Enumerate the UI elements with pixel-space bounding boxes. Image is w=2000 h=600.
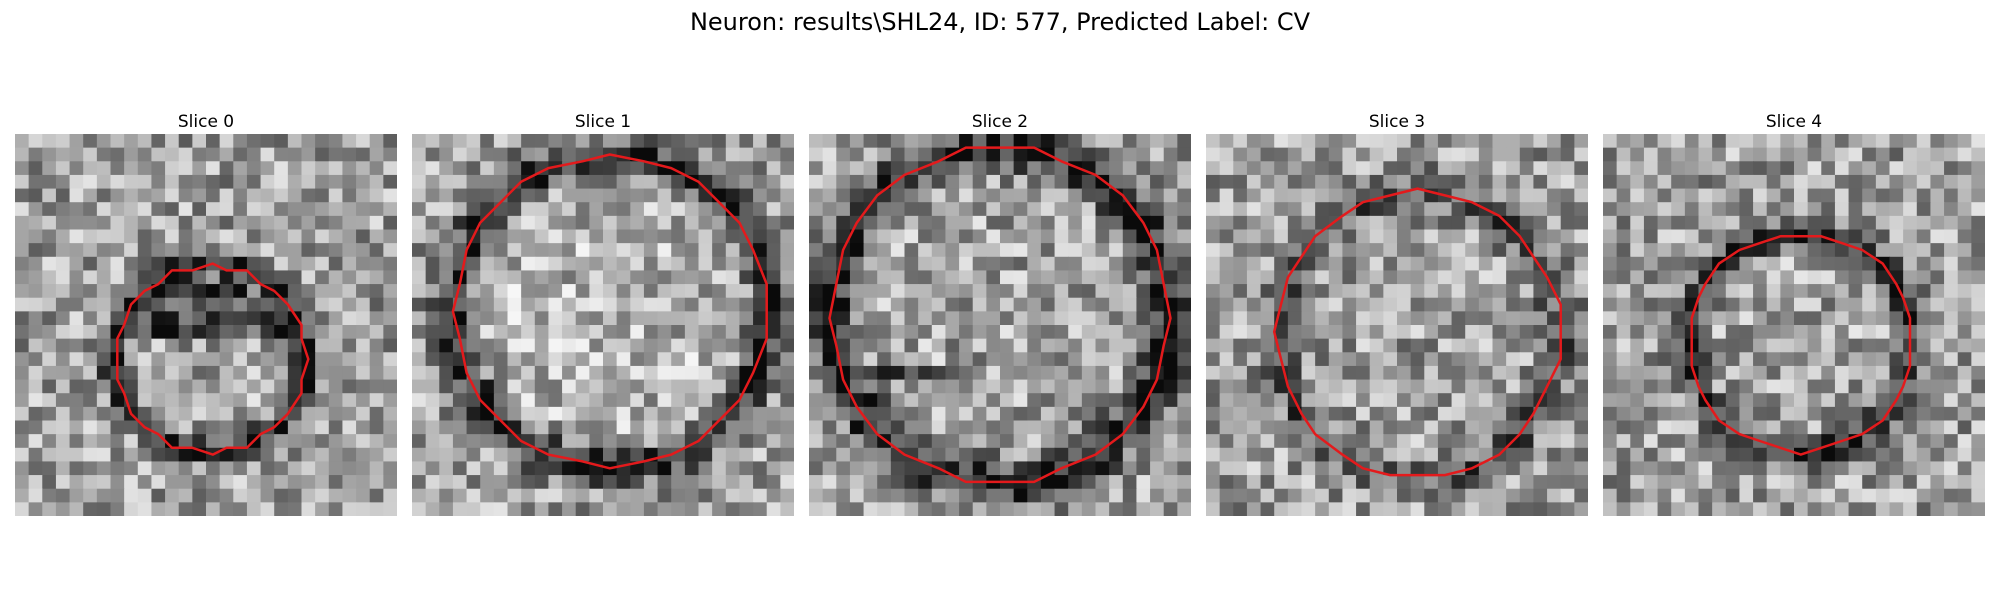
contour-outline-3 [1272,187,1562,477]
slice-title-0: Slice 0 [177,112,235,132]
slice-image-1 [412,134,794,516]
contour-outline-4 [1690,235,1912,456]
slice-image-0 [15,134,397,516]
slice-title-4: Slice 4 [1765,112,1823,132]
slice-title-1: Slice 1 [574,112,632,132]
slice-image-2 [809,134,1191,516]
figure-title: Neuron: results\SHL24, ID: 577, Predicte… [689,8,1311,36]
slice-image-3 [1206,134,1588,516]
contour-outline-1 [451,153,768,470]
slice-title-3: Slice 3 [1368,112,1426,132]
slice-title-2: Slice 2 [971,112,1029,132]
contour-outline-0 [116,262,310,456]
slice-panel-1: Slice 1 [412,110,794,516]
slice-panel-0: Slice 0 [15,110,397,516]
contour-outline-2 [828,146,1172,484]
slice-panel-2: Slice 2 [809,110,1191,516]
slice-panel-4: Slice 4 [1603,110,1985,516]
slice-image-4 [1603,134,1985,516]
slice-panel-3: Slice 3 [1206,110,1588,516]
